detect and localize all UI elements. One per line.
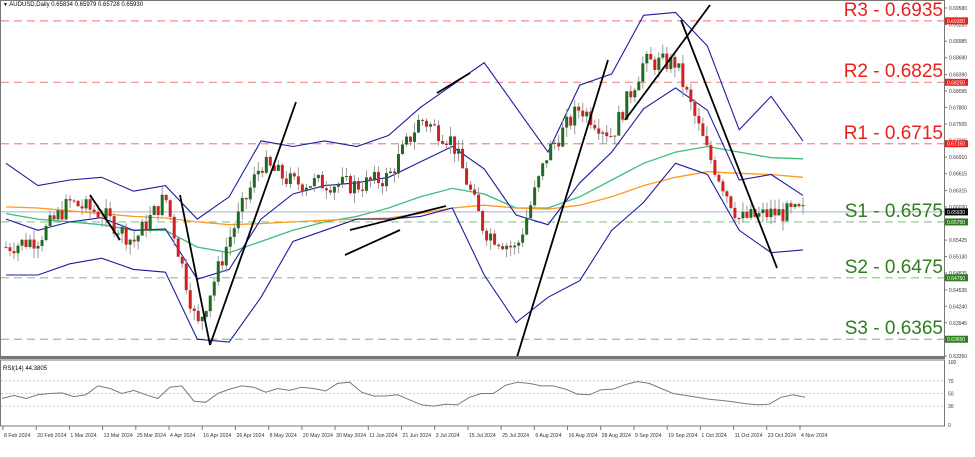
level-label-s3: S3 - 0.6365 xyxy=(844,318,943,340)
svg-text:0.67150: 0.67150 xyxy=(947,142,965,148)
svg-text:0.67505: 0.67505 xyxy=(949,122,967,128)
svg-text:28 Aug 2024: 28 Aug 2024 xyxy=(602,433,631,439)
svg-text:0.68250: 0.68250 xyxy=(947,80,965,86)
dropdown-triangle-icon[interactable]: ▼ xyxy=(3,2,8,8)
svg-text:0.64750: 0.64750 xyxy=(947,276,965,282)
level-label-r3: R3 - 0.6935 xyxy=(843,0,943,21)
price-axis: 0.69580 0.69285 0.68985 0.68690 0.68390 0.680… xyxy=(944,6,967,360)
bollinger-bands xyxy=(5,11,804,343)
svg-text:20 Feb 2024: 20 Feb 2024 xyxy=(37,433,66,439)
svg-text:0.65130: 0.65130 xyxy=(949,255,967,261)
level-label-r2: R2 - 0.6825 xyxy=(843,61,943,83)
svg-text:0.66910: 0.66910 xyxy=(949,155,967,161)
svg-text:16 Aug 2024: 16 Aug 2024 xyxy=(569,433,598,439)
svg-text:0.63650: 0.63650 xyxy=(947,337,965,343)
svg-text:0.68390: 0.68390 xyxy=(949,72,967,78)
price-tags: 0.69350 0.68250 0.67150 0.65750 0.64750 0.636… xyxy=(945,17,968,343)
svg-text:8 May 2024: 8 May 2024 xyxy=(270,433,297,439)
level-label-r1: R1 - 0.6715 xyxy=(843,122,943,144)
svg-text:0.63945: 0.63945 xyxy=(949,321,967,327)
svg-text:0.64535: 0.64535 xyxy=(949,288,967,294)
svg-text:0.64240: 0.64240 xyxy=(949,304,967,310)
svg-text:21 Jun 2024: 21 Jun 2024 xyxy=(403,433,432,439)
svg-text:8 Feb 2024: 8 Feb 2024 xyxy=(4,433,30,439)
svg-text:0.65750: 0.65750 xyxy=(947,220,965,226)
level-label-s1: S1 - 0.6575 xyxy=(844,200,943,222)
svg-text:0.69580: 0.69580 xyxy=(949,6,967,12)
level-label-s2: S2 - 0.6475 xyxy=(844,256,943,278)
svg-text:20 May 2024: 20 May 2024 xyxy=(303,433,333,439)
svg-text:1 Oct 2024: 1 Oct 2024 xyxy=(701,433,726,439)
svg-text:16 Apr 2024: 16 Apr 2024 xyxy=(203,433,231,439)
svg-text:3 Jul 2024: 3 Jul 2024 xyxy=(436,433,460,439)
svg-text:0.69350: 0.69350 xyxy=(947,19,965,25)
svg-text:0.68985: 0.68985 xyxy=(949,39,967,45)
svg-text:0.65425: 0.65425 xyxy=(949,238,967,244)
support-resistance-lines xyxy=(1,20,944,340)
svg-text:0: 0 xyxy=(948,423,951,429)
svg-text:0.68690: 0.68690 xyxy=(949,56,967,62)
svg-text:0.67800: 0.67800 xyxy=(949,105,967,111)
trendlines xyxy=(89,4,778,358)
svg-text:11 Oct 2024: 11 Oct 2024 xyxy=(735,433,763,439)
svg-text:100: 100 xyxy=(948,360,957,366)
svg-text:70: 70 xyxy=(948,379,954,385)
svg-text:25 Jul 2024: 25 Jul 2024 xyxy=(502,433,529,439)
svg-text:26 Apr 2024: 26 Apr 2024 xyxy=(236,433,264,439)
svg-text:0.66020: 0.66020 xyxy=(949,205,967,211)
svg-text:30: 30 xyxy=(948,404,954,410)
svg-text:23 Oct 2024: 23 Oct 2024 xyxy=(768,433,796,439)
svg-text:19 Sep 2024: 19 Sep 2024 xyxy=(668,433,698,439)
svg-text:6 Aug 2024: 6 Aug 2024 xyxy=(535,433,561,439)
svg-text:0.64835: 0.64835 xyxy=(949,271,967,277)
svg-text:1 Mar 2024: 1 Mar 2024 xyxy=(70,433,96,439)
chart-header: ▼ AUDUSD,Daily 0.65834 0.65979 0.65728 0… xyxy=(3,2,143,8)
svg-text:4 Apr 2024: 4 Apr 2024 xyxy=(170,433,195,439)
svg-text:50: 50 xyxy=(948,392,954,398)
svg-text:15 Jul 2024: 15 Jul 2024 xyxy=(469,433,496,439)
svg-text:0.65930: 0.65930 xyxy=(947,210,965,216)
svg-text:11 Jun 2024: 11 Jun 2024 xyxy=(369,433,397,439)
svg-text:0.66615: 0.66615 xyxy=(949,172,967,178)
svg-text:0.66315: 0.66315 xyxy=(949,188,967,194)
svg-text:25 Mar 2024: 25 Mar 2024 xyxy=(137,433,166,439)
svg-text:9 Sep 2024: 9 Sep 2024 xyxy=(635,433,662,439)
chart-frame xyxy=(0,0,945,427)
svg-text:30 May 2024: 30 May 2024 xyxy=(336,433,366,439)
svg-text:0.63350: 0.63350 xyxy=(949,354,967,360)
svg-text:13 Mar 2024: 13 Mar 2024 xyxy=(104,433,133,439)
svg-text:0.69285: 0.69285 xyxy=(949,22,967,28)
candlesticks xyxy=(4,44,805,330)
symbol-caption: AUDUSD,Daily 0.65834 0.65979 0.65728 0.6… xyxy=(9,2,144,8)
svg-text:0.68095: 0.68095 xyxy=(949,89,967,95)
svg-text:4 Nov 2024: 4 Nov 2024 xyxy=(801,433,828,439)
time-axis: 8 Feb 2024 20 Feb 2024 1 Mar 2024 13 Mar 20… xyxy=(2,426,828,439)
rsi-panel: 100 70 50 30 0 xyxy=(1,360,957,429)
rsi-label: RSI(14) 44.3805 xyxy=(3,366,48,372)
